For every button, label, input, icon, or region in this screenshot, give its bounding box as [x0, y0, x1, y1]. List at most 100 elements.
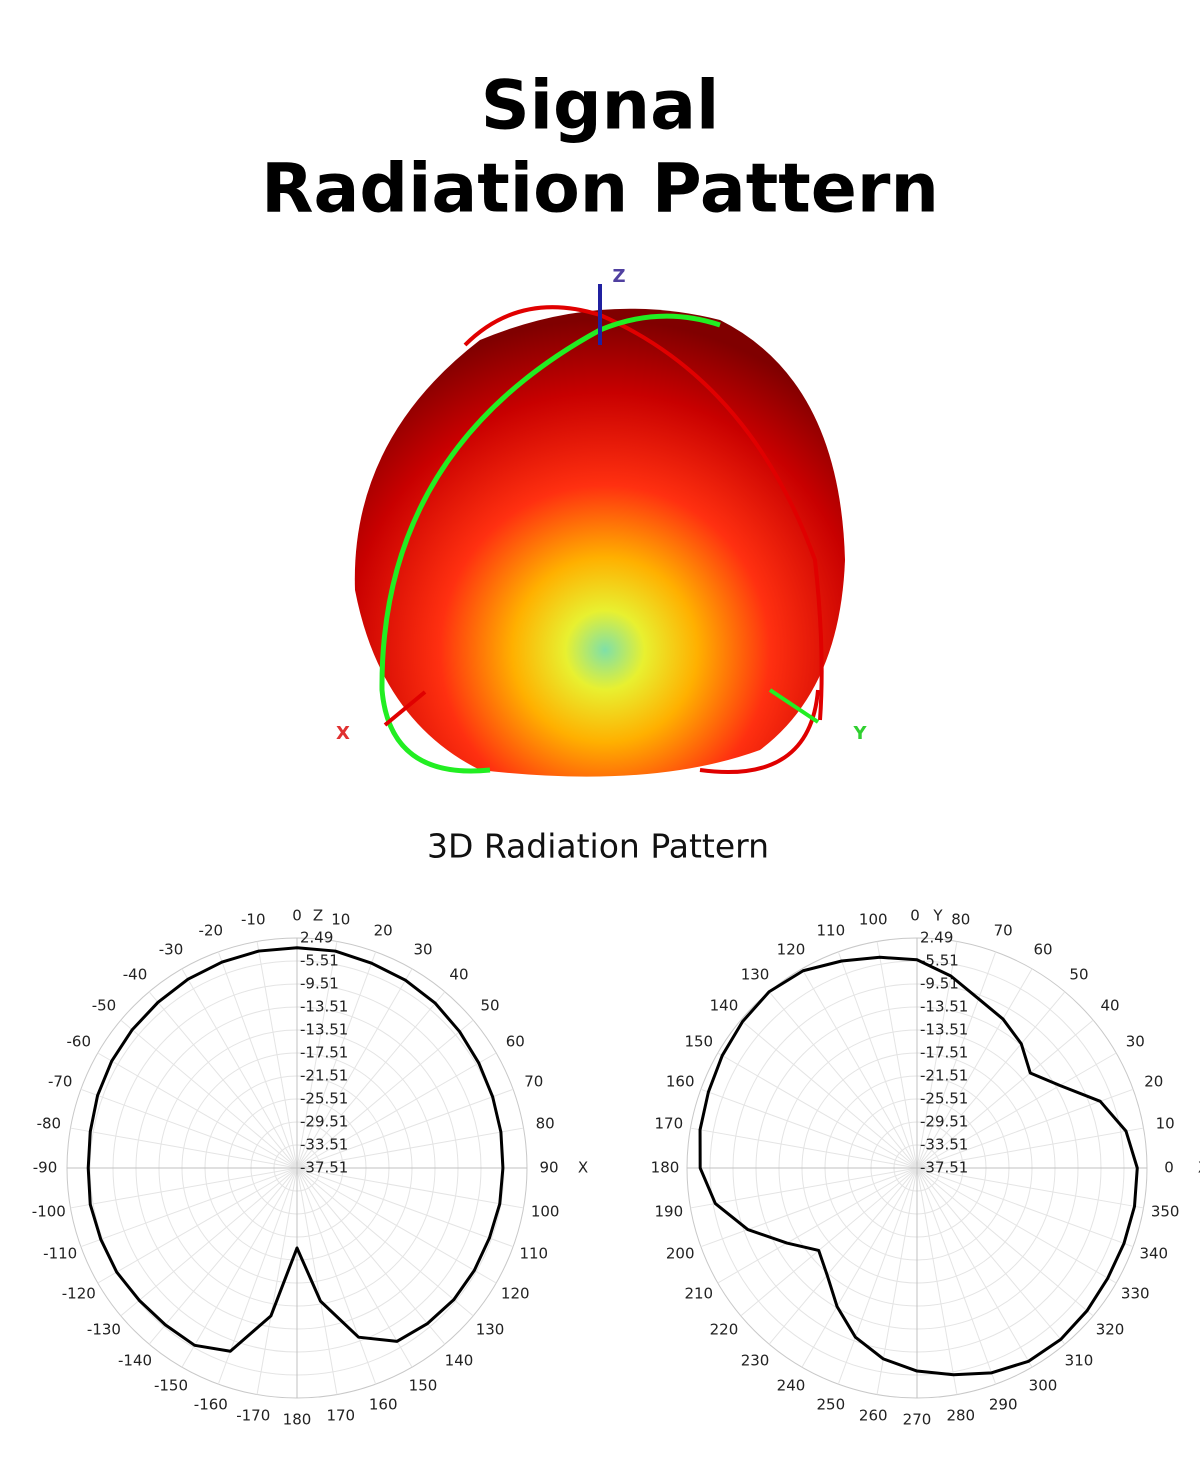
angle-tick-label: 60: [1033, 940, 1052, 958]
axis-label: X: [578, 1159, 588, 1177]
angle-tick-label: 300: [1029, 1377, 1058, 1395]
grid-spoke: [916, 1167, 1134, 1248]
angle-tick-label: 330: [1121, 1285, 1150, 1303]
angle-tick-label: 100: [859, 910, 888, 928]
grid-spoke: [768, 1167, 918, 1345]
grid-spoke: [80, 1088, 298, 1169]
grid-spoke: [801, 968, 918, 1169]
title-line: Signal: [481, 67, 720, 146]
angle-tick-label: -20: [199, 922, 224, 940]
grid-spoke: [296, 1167, 446, 1345]
grid-spoke: [801, 1167, 918, 1368]
grid-spoke: [296, 1167, 338, 1395]
grid-spoke: [296, 1088, 514, 1169]
red-arc: [699, 689, 820, 775]
grid-spoke: [916, 1167, 1117, 1284]
grid-spoke: [296, 941, 338, 1169]
angle-tick-label: 90: [539, 1159, 558, 1177]
grid-spoke: [296, 951, 377, 1169]
grid-spoke: [256, 1167, 298, 1395]
radial-tick-label: -29.51: [300, 1113, 348, 1131]
angle-tick-label: 80: [536, 1115, 555, 1133]
grid-spoke: [296, 1167, 377, 1385]
angle-tick-label: 200: [666, 1245, 695, 1263]
grid-spoke: [148, 1167, 298, 1345]
angle-tick-label: 110: [816, 922, 845, 940]
grid-spoke: [217, 1167, 298, 1385]
angle-tick-label: 140: [445, 1352, 474, 1370]
radial-tick-label: -29.51: [920, 1113, 968, 1131]
angle-tick-label: 120: [501, 1285, 530, 1303]
grid-spoke: [717, 1052, 918, 1169]
grid-spoke: [916, 1019, 1094, 1169]
angle-tick-label: -130: [87, 1320, 121, 1338]
radial-tick-label: -37.51: [920, 1159, 968, 1177]
grid-spoke: [837, 1167, 918, 1385]
grid-spoke: [296, 1167, 524, 1209]
angle-tick-label: 140: [710, 997, 739, 1015]
radial-tick-label: -17.51: [920, 1044, 968, 1062]
grid-spoke: [296, 991, 446, 1169]
angle-tick-label: 0: [1164, 1159, 1174, 1177]
angle-tick-label: 120: [777, 940, 806, 958]
grid-spoke: [690, 1127, 918, 1169]
grid-spoke: [181, 968, 298, 1169]
grid-spoke: [70, 1127, 298, 1169]
grid-spoke: [916, 968, 1033, 1169]
axis-label: X: [1198, 1159, 1200, 1177]
grid-spoke: [740, 1167, 918, 1317]
grid-spoke: [97, 1167, 298, 1284]
angle-tick-label: 30: [413, 940, 432, 958]
grid-spoke: [876, 1167, 918, 1395]
angle-tick-label: -100: [32, 1202, 66, 1220]
grid-spoke: [768, 991, 918, 1169]
angle-tick-label: 210: [684, 1285, 713, 1303]
caption: 3D Radiation Pattern: [427, 827, 769, 866]
angle-tick-label: 260: [859, 1407, 888, 1425]
grid-spoke: [916, 1167, 1033, 1368]
radial-tick-label: -13.51: [300, 998, 348, 1016]
angle-tick-label: -170: [236, 1407, 270, 1425]
radial-tick-label: -9.51: [920, 975, 959, 993]
grid-spoke: [916, 1088, 1134, 1169]
grid-spoke: [690, 1167, 918, 1209]
grid-spoke: [916, 1167, 958, 1395]
angle-tick-label: -110: [43, 1245, 77, 1263]
grid-spoke: [700, 1167, 918, 1248]
grid-spoke: [120, 1019, 298, 1169]
green-arc: [379, 313, 721, 774]
radial-tick-label: -21.51: [920, 1067, 968, 1085]
x-axis: [383, 690, 427, 727]
grid-spoke: [80, 1167, 298, 1248]
angle-tick-label: 20: [1144, 1072, 1163, 1090]
angle-tick-label: 170: [655, 1115, 684, 1133]
grid-spoke: [296, 1167, 413, 1368]
angle-tick-label: 60: [506, 1033, 525, 1051]
grid-spoke: [700, 1088, 918, 1169]
radial-tick-label: -25.51: [920, 1090, 968, 1108]
radial-tick-label: -17.51: [300, 1044, 348, 1062]
grid-spoke: [181, 1167, 298, 1368]
grid-spoke: [916, 951, 997, 1169]
grid-spoke: [916, 1052, 1117, 1169]
pattern-surface: [354, 308, 845, 777]
radial-tick-label: -37.51: [300, 1159, 348, 1177]
angle-tick-label: -30: [159, 940, 184, 958]
angle-tick-label: 80: [951, 910, 970, 928]
grid-spoke: [296, 1127, 524, 1169]
angle-tick-label: 320: [1096, 1320, 1125, 1338]
grid-spoke: [916, 1167, 1094, 1317]
angle-tick-label: 350: [1151, 1202, 1180, 1220]
angle-tick-label: 110: [519, 1245, 548, 1263]
radial-tick-label: -25.51: [300, 1090, 348, 1108]
angle-tick-label: 280: [946, 1407, 975, 1425]
angle-tick-label: 10: [331, 910, 350, 928]
grid-spoke: [217, 951, 298, 1169]
grid-spoke: [916, 941, 958, 1169]
angle-tick-label: 230: [741, 1352, 770, 1370]
angle-tick-label: 190: [655, 1202, 684, 1220]
grid-spoke: [916, 1167, 1144, 1209]
angle-tick-label: -120: [62, 1285, 96, 1303]
